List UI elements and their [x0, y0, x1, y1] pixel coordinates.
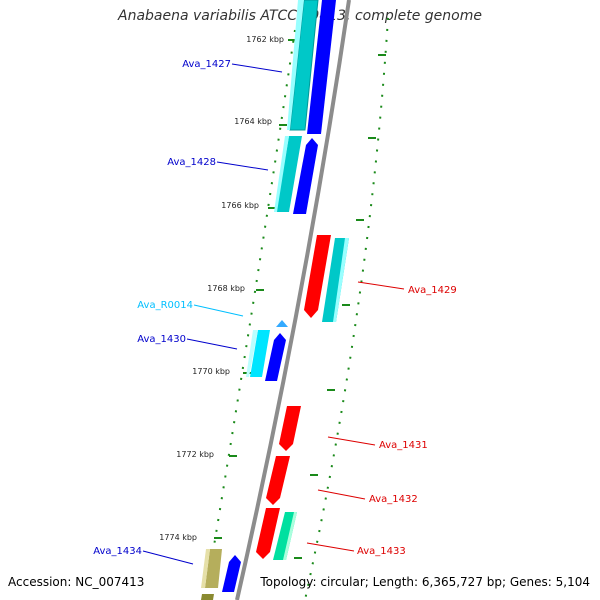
gene-label: Ava_1434: [93, 546, 142, 557]
tick-label: 1764 kbp: [234, 117, 272, 126]
leader-lines: [142, 63, 405, 565]
gene-ava-1429: [304, 235, 331, 318]
gene-ava-1427: [307, 0, 336, 134]
gene-ava-1428: [293, 138, 318, 214]
gene-ava-1433-cds: [273, 512, 297, 560]
gene-ava-1433: [256, 508, 280, 559]
gene-ava-1428-cds: [274, 136, 302, 212]
tick-label: 1770 kbp: [192, 367, 230, 376]
gene-label: Ava_1430: [137, 334, 186, 345]
gene-label: Ava_1432: [369, 494, 418, 505]
gene-label: Ava_1427: [182, 59, 231, 70]
gene-partial-olive: [201, 594, 214, 600]
gene-label: Ava_1428: [167, 157, 216, 168]
gene-ava-1430: [265, 333, 286, 381]
tick-label: 1772 kbp: [176, 450, 214, 459]
gene-ava-1431: [279, 406, 301, 451]
gene-ava-1434-cds: [201, 549, 222, 588]
gene-label: Ava_1429: [408, 285, 457, 296]
gene-ava-1430-cds: [246, 330, 270, 377]
gene-ava-1432: [266, 456, 290, 505]
tick-label: 1774 kbp: [159, 533, 197, 542]
tick-label: 1766 kbp: [221, 201, 259, 210]
tick-label: 1768 kbp: [207, 284, 245, 293]
genome-backbone: [235, 0, 351, 600]
tick-label: 1762 kbp: [246, 35, 284, 44]
accession-text: Accession: NC_007413: [8, 575, 145, 589]
gene-ava-r0014: [276, 320, 288, 327]
gene-label: Ava_R0014: [137, 300, 193, 311]
inner-tick-track: [204, 29, 296, 600]
gene-label: Ava_1431: [379, 440, 428, 451]
genome-summary-text: Topology: circular; Length: 6,365,727 bp…: [260, 575, 590, 589]
gene-ava-1427-cds: [287, 0, 319, 131]
gene-label: Ava_1433: [357, 546, 406, 557]
gene-ava-1429-cds: [322, 238, 349, 322]
gene-ava-1434: [222, 555, 241, 592]
